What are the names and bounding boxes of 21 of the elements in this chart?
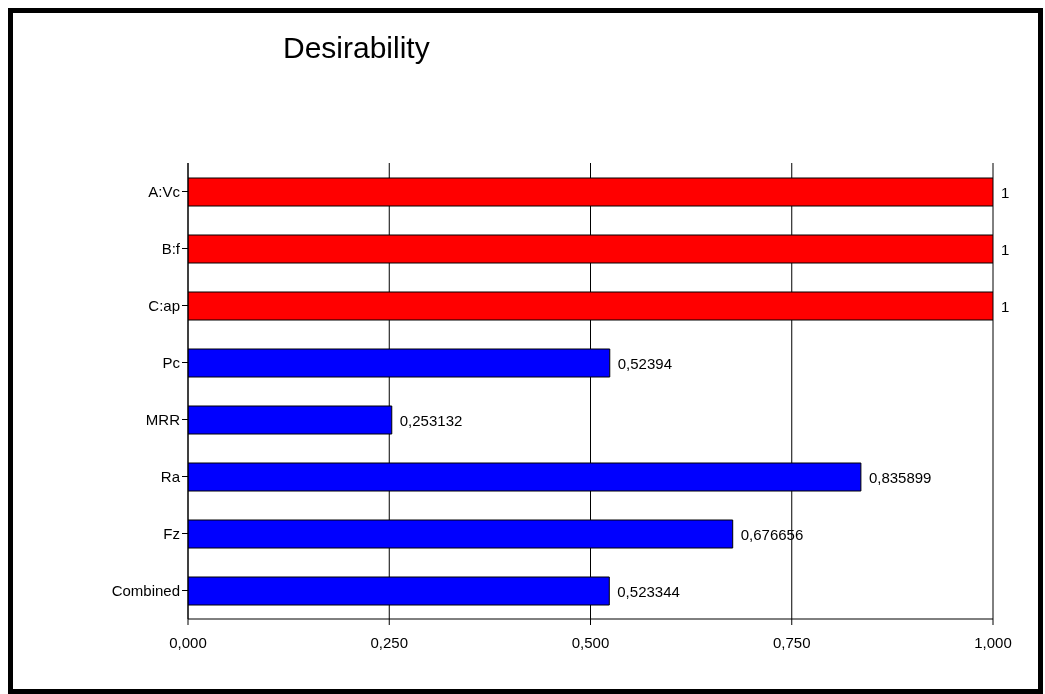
data-label: 1 <box>1001 297 1010 315</box>
data-label: 0,835899 <box>868 468 932 486</box>
y-tick-label: C:ap <box>148 296 180 314</box>
data-label: 1 <box>1001 183 1010 201</box>
chart-title: Desirability <box>283 31 430 65</box>
y-tick-label: Combined <box>111 581 180 599</box>
data-label: 0,52394 <box>617 354 673 372</box>
data-label: 0,523344 <box>617 582 680 600</box>
x-tick-label: 1,000 <box>974 633 1012 651</box>
data-label: 1 <box>1001 240 1010 258</box>
y-tick-label: Pc <box>162 353 181 371</box>
y-tick-label: MRR <box>145 410 181 428</box>
data-label: 0,253132 <box>399 411 463 429</box>
y-tick-label: Fz <box>163 524 180 542</box>
y-tick-label: Ra <box>160 467 181 485</box>
x-tick-label: 0,750 <box>772 633 811 651</box>
x-tick-label: 0,000 <box>169 633 207 651</box>
x-tick-label: 0,250 <box>370 633 409 651</box>
y-tick-label: A:Vc <box>148 182 181 200</box>
x-tick-label: 0,500 <box>571 633 610 651</box>
y-tick-label: B:f <box>161 239 181 257</box>
